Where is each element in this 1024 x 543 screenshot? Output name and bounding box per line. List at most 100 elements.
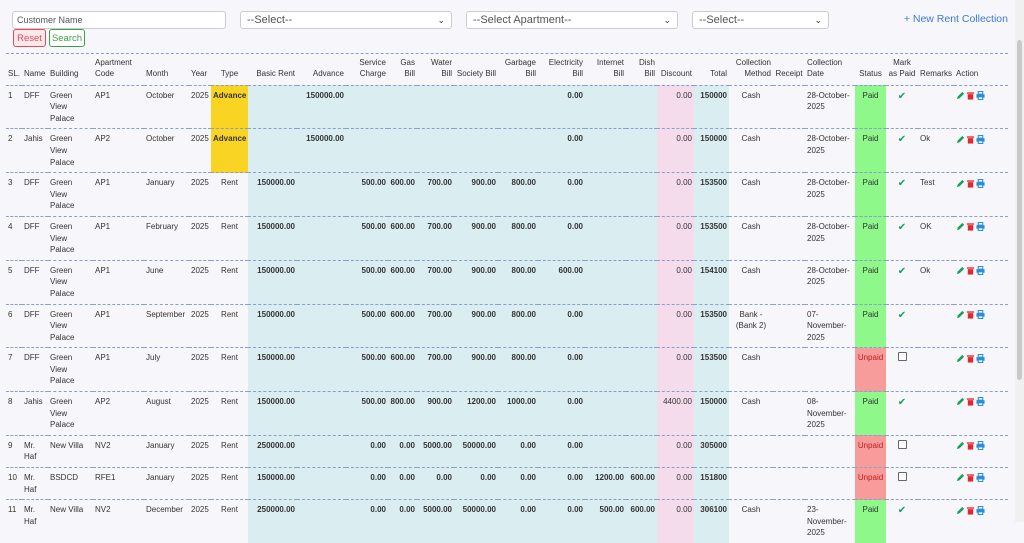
new-rent-collection-link[interactable]: + New Rent Collection	[903, 13, 1008, 25]
mark-paid-checkbox[interactable]	[897, 439, 907, 449]
society-cell: 50000.00	[454, 434, 498, 468]
print-icon[interactable]	[976, 134, 985, 144]
select-filter-3[interactable]: --Select-- ⌄	[692, 11, 829, 29]
edit-icon[interactable]	[956, 441, 965, 450]
scrollbar-thumb[interactable]	[1017, 40, 1022, 380]
table-row: 10 Mr. Haf BSDCD RFE1 January 2025 Rent 150000.…	[6, 467, 1008, 500]
print-icon[interactable]	[976, 505, 985, 515]
delete-icon[interactable]	[966, 397, 975, 407]
edit-icon[interactable]	[956, 179, 965, 188]
print-icon[interactable]	[976, 441, 985, 451]
edit-icon[interactable]	[956, 397, 965, 406]
column-header: Dish Bill	[638, 58, 655, 78]
check-icon: ✔	[897, 134, 907, 146]
discount-cell: 0.00	[657, 172, 694, 217]
remarks-cell	[918, 467, 954, 500]
garbage-cell: 1000.00	[498, 391, 538, 436]
column-header: Apartment Code	[95, 58, 132, 78]
gas-cell: 0.00	[388, 467, 417, 500]
print-icon[interactable]	[976, 90, 985, 100]
edit-icon[interactable]	[956, 506, 965, 515]
garbage-cell: 800.00	[498, 303, 538, 348]
gas-cell: 600.00	[388, 259, 417, 304]
mark-paid-checkbox[interactable]	[897, 352, 907, 362]
print-icon[interactable]	[976, 309, 985, 319]
service-cell: 0.00	[346, 434, 388, 468]
delete-icon[interactable]	[966, 91, 975, 100]
status-badge: Paid	[855, 215, 886, 261]
dish-cell	[626, 215, 657, 261]
apartment-select[interactable]: --Select Apartment-- ⌄	[466, 11, 678, 29]
edit-icon[interactable]	[956, 222, 965, 231]
remarks-cell: OK	[918, 215, 954, 261]
month-cell: June	[144, 259, 189, 304]
mark-paid-cell: ✔	[886, 303, 918, 348]
edit-icon[interactable]	[956, 473, 965, 482]
internet-cell	[585, 259, 626, 304]
search-button[interactable]: Search	[49, 29, 85, 47]
status-badge: Unpaid	[855, 467, 886, 500]
mark-paid-cell: ✔	[886, 84, 918, 129]
discount-cell: 0.00	[657, 499, 694, 543]
society-cell: 900.00	[454, 259, 498, 304]
advance-cell	[297, 467, 346, 500]
select-filter-1[interactable]: --Select-- ⌄	[240, 11, 452, 29]
print-icon[interactable]	[976, 178, 985, 188]
mark-paid-cell: ✔	[886, 172, 918, 217]
type-cell: Rent	[211, 259, 248, 304]
delete-icon[interactable]	[966, 310, 975, 319]
edit-icon[interactable]	[956, 266, 965, 275]
discount-cell: 0.00	[657, 215, 694, 261]
print-icon[interactable]	[976, 222, 985, 232]
basic-cell: 250000.00	[248, 434, 297, 468]
internet-cell	[585, 347, 626, 392]
edit-icon[interactable]	[956, 354, 965, 363]
internet-cell	[585, 84, 626, 129]
delete-icon[interactable]	[966, 441, 975, 450]
name-cell: Mr. Haf	[22, 499, 48, 543]
internet-cell: 1200.00	[585, 467, 626, 500]
scrollbar[interactable]	[1015, 0, 1024, 522]
delete-icon[interactable]	[966, 179, 975, 188]
mark-paid-cell: ✔	[886, 215, 918, 261]
customer-name-input[interactable]: Customer Name	[12, 11, 226, 29]
dish-cell	[626, 84, 657, 129]
edit-icon[interactable]	[956, 310, 965, 319]
service-cell: 500.00	[346, 172, 388, 217]
delete-icon[interactable]	[966, 473, 975, 482]
remarks-cell	[918, 499, 954, 543]
electricity-cell: 0.00	[538, 84, 585, 129]
column-header: Internet Bill	[596, 58, 624, 78]
edit-icon[interactable]	[956, 135, 965, 144]
print-icon[interactable]	[976, 397, 985, 407]
internet-cell	[585, 391, 626, 436]
advance-cell	[297, 215, 346, 261]
print-icon[interactable]	[976, 353, 985, 363]
delete-icon[interactable]	[966, 266, 975, 275]
filter-bar: Customer Name --Select-- ⌄ --Select Apart…	[0, 0, 1024, 52]
delete-icon[interactable]	[966, 135, 975, 144]
building-cell: Green View Palace	[48, 215, 93, 261]
print-icon[interactable]	[976, 473, 985, 483]
edit-icon[interactable]	[956, 91, 965, 100]
month-cell: February	[144, 215, 189, 261]
gas-cell: 600.00	[388, 172, 417, 217]
table-row: 4 DFF Green View Palace AP1 February 2025 Rent…	[6, 215, 1008, 261]
year-cell: 2025	[189, 215, 211, 261]
mark-paid-checkbox[interactable]	[897, 472, 907, 482]
delete-icon[interactable]	[966, 354, 975, 363]
building-cell: Green View Palace	[48, 84, 93, 129]
reset-button[interactable]: Reset	[13, 29, 46, 47]
delete-icon[interactable]	[966, 506, 975, 515]
table-row: 3 DFF Green View Palace AP1 January 2025 Rent 1…	[6, 172, 1008, 217]
name-cell: Mr. Haf	[22, 434, 48, 468]
action-cell	[954, 84, 1008, 129]
check-icon: ✔	[897, 397, 907, 409]
sl-cell: 3	[6, 172, 22, 217]
type-cell: Rent	[211, 215, 248, 261]
print-icon[interactable]	[976, 266, 985, 276]
month-cell: September	[144, 303, 189, 348]
delete-icon[interactable]	[966, 222, 975, 231]
society-cell: 900.00	[454, 172, 498, 217]
total-cell: 153500	[694, 303, 729, 348]
